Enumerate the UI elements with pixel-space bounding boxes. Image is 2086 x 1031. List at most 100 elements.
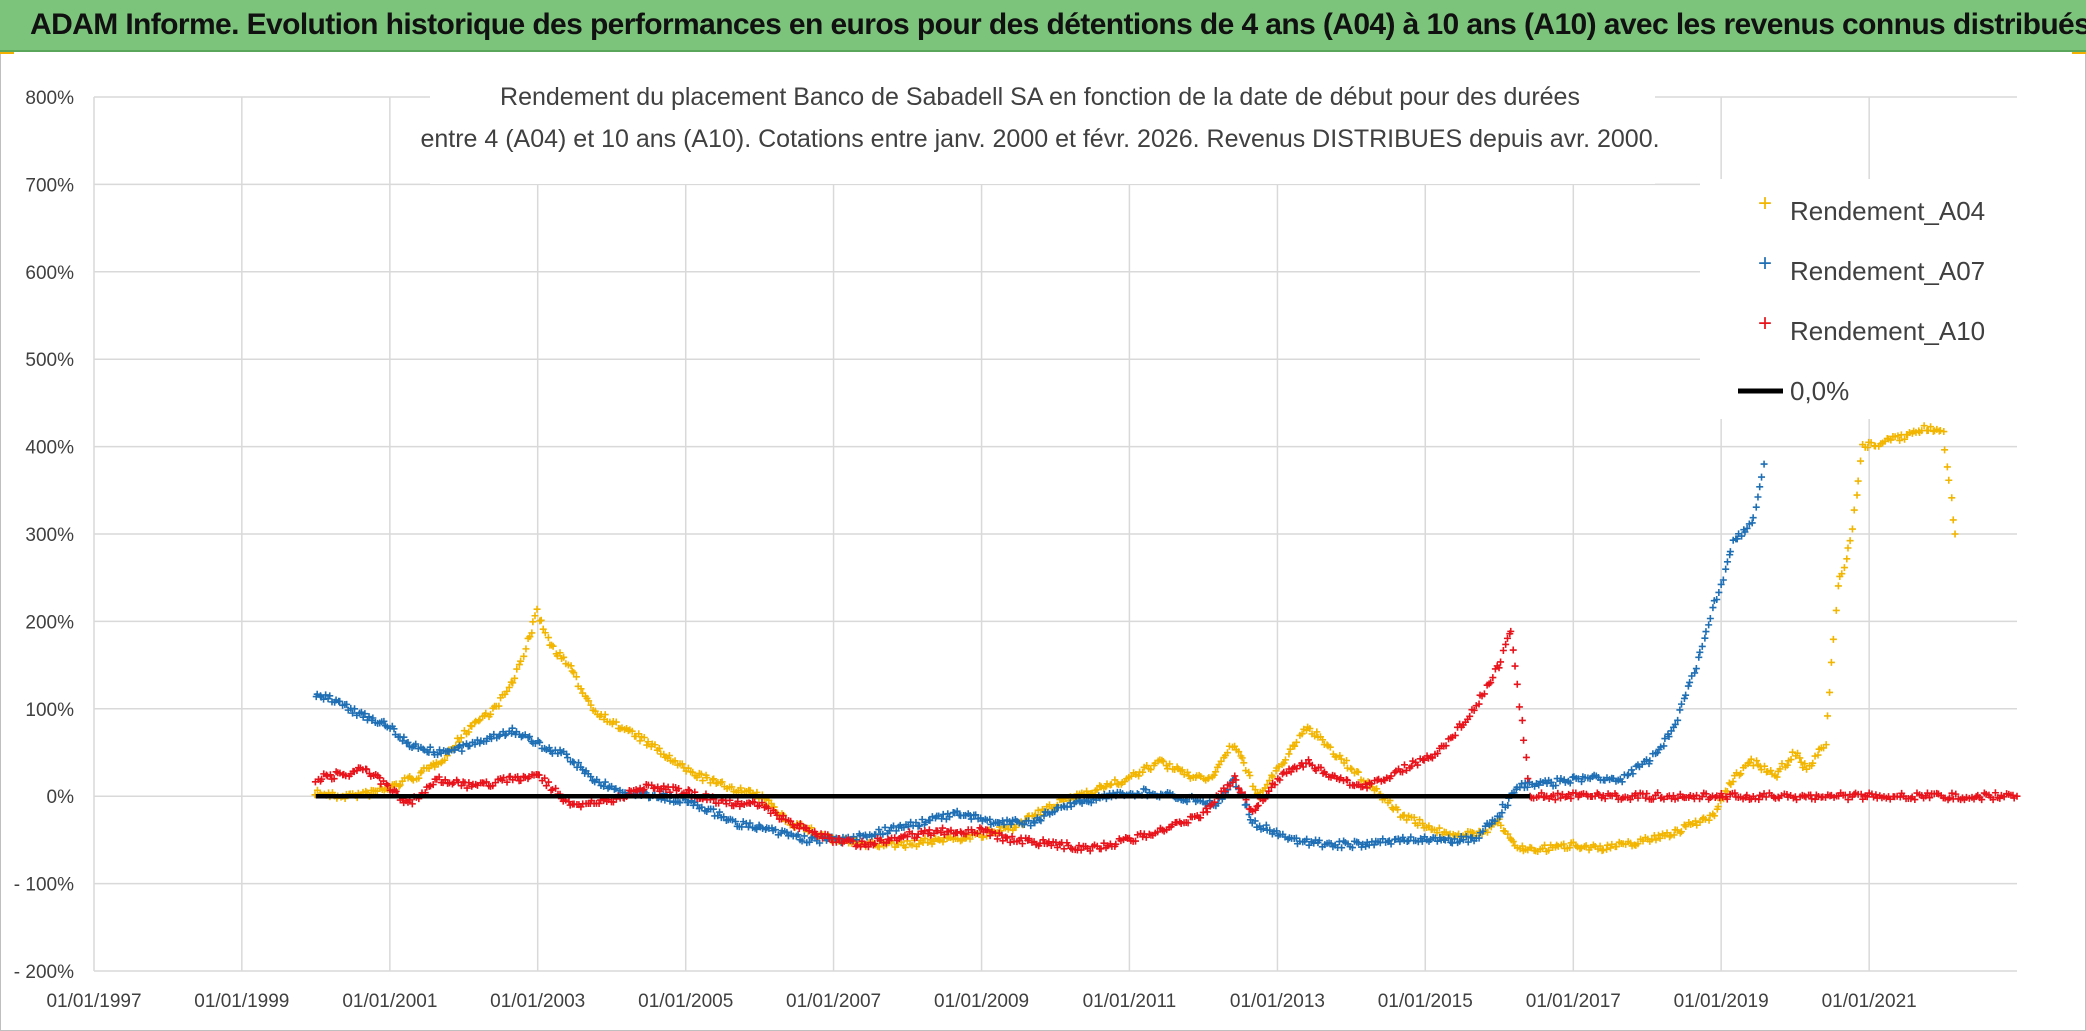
- point-rendement-a10: [983, 826, 991, 834]
- point-rendement-a04: [1332, 753, 1340, 761]
- point-rendement-a04: [1936, 427, 1944, 435]
- point-rendement-a10: [1442, 742, 1450, 750]
- point-rendement-a04: [1864, 443, 1872, 451]
- point-rendement-a10: [1774, 793, 1782, 801]
- point-rendement-a10: [1226, 782, 1234, 790]
- point-rendement-a04: [612, 718, 620, 726]
- point-rendement-a04: [1204, 775, 1212, 783]
- point-rendement-a10: [1557, 794, 1565, 802]
- point-rendement-a10: [1475, 700, 1483, 708]
- legend: + Rendement_A04 + Rendement_A07 + Rendem…: [1700, 179, 2020, 419]
- point-rendement-a10: [1642, 794, 1650, 802]
- point-rendement-a10: [1911, 796, 1919, 804]
- point-rendement-a07: [1713, 595, 1721, 603]
- point-rendement-a10: [1466, 712, 1474, 720]
- point-rendement-a07: [1035, 816, 1043, 824]
- point-rendement-a10: [463, 784, 471, 792]
- chart-title-line-1: Rendement du placement Banco de Sabadell…: [500, 83, 1580, 111]
- point-rendement-a04: [1848, 525, 1856, 533]
- point-rendement-a10: [1203, 808, 1211, 816]
- point-rendement-a04: [1663, 829, 1671, 837]
- point-rendement-a10: [1003, 834, 1011, 842]
- point-rendement-a07: [953, 807, 961, 815]
- point-rendement-a10: [1978, 796, 1986, 804]
- point-rendement-a04: [908, 841, 916, 849]
- point-rendement-a10: [1702, 790, 1710, 798]
- point-rendement-a07: [1284, 835, 1292, 843]
- x-tick-label: 01/01/1999: [194, 991, 289, 1012]
- point-rendement-a10: [1265, 787, 1273, 795]
- x-tick-label: 01/01/2011: [1083, 991, 1177, 1012]
- point-rendement-a10: [856, 843, 864, 851]
- point-rendement-a04: [1183, 768, 1191, 776]
- point-rendement-a04: [1541, 841, 1549, 849]
- point-rendement-a04: [1582, 842, 1590, 850]
- point-rendement-a07: [1451, 835, 1459, 843]
- point-rendement-a04: [1285, 750, 1293, 758]
- point-rendement-a07: [1674, 716, 1682, 724]
- point-rendement-a07: [399, 737, 407, 745]
- point-rendement-a10: [565, 798, 573, 806]
- point-rendement-a04: [533, 605, 541, 613]
- point-rendement-a04: [509, 679, 517, 687]
- point-rendement-a10: [595, 799, 603, 807]
- point-rendement-a10: [1497, 658, 1505, 666]
- point-rendement-a07: [1756, 483, 1764, 491]
- point-rendement-a04: [471, 719, 479, 727]
- point-rendement-a07: [666, 797, 674, 805]
- point-rendement-a04: [505, 683, 513, 691]
- point-rendement-a10: [1231, 772, 1239, 780]
- y-tick-label: 500%: [25, 350, 74, 371]
- point-rendement-a04: [362, 787, 370, 795]
- point-rendement-a07: [1660, 742, 1668, 750]
- point-rendement-a04: [651, 741, 659, 749]
- point-rendement-a07: [1142, 786, 1150, 794]
- point-rendement-a10: [514, 773, 522, 781]
- point-rendement-a07: [369, 714, 377, 722]
- point-rendement-a04: [1705, 816, 1713, 824]
- point-rendement-a10: [1495, 664, 1503, 672]
- point-rendement-a07: [1691, 669, 1699, 677]
- point-rendement-a10: [1946, 794, 1954, 802]
- point-rendement-a04: [503, 687, 511, 695]
- point-rendement-a10: [1251, 806, 1259, 814]
- point-rendement-a07: [1251, 817, 1259, 825]
- header-banner: ADAM Informe. Evolution historique des p…: [0, 0, 2086, 52]
- point-rendement-a10: [376, 774, 384, 782]
- point-rendement-a07: [1433, 837, 1441, 845]
- point-rendement-a10: [993, 835, 1001, 843]
- point-rendement-a04: [1940, 428, 1948, 436]
- point-rendement-a04: [1850, 506, 1858, 514]
- point-rendement-a04: [628, 727, 636, 735]
- series-area: [311, 422, 2021, 856]
- point-rendement-a07: [1738, 532, 1746, 540]
- point-rendement-a04: [567, 662, 575, 670]
- point-rendement-a04: [1606, 844, 1614, 852]
- point-rendement-a07: [1462, 832, 1470, 840]
- point-rendement-a10: [1793, 796, 1801, 804]
- point-rendement-a10: [903, 833, 911, 841]
- point-rendement-a10: [1420, 756, 1428, 764]
- point-rendement-a07: [357, 708, 365, 716]
- point-rendement-a04: [1676, 829, 1684, 837]
- point-rendement-a07: [1733, 535, 1741, 543]
- point-rendement-a07: [1661, 735, 1669, 743]
- point-rendement-a10: [1522, 753, 1530, 761]
- point-rendement-a07: [853, 836, 861, 844]
- point-rendement-a07: [434, 751, 442, 759]
- point-rendement-a10: [1489, 674, 1497, 682]
- point-rendement-a04: [1753, 757, 1761, 765]
- point-rendement-a07: [1643, 756, 1650, 764]
- point-rendement-a04: [1238, 754, 1246, 762]
- point-rendement-a07: [1678, 700, 1686, 708]
- point-rendement-a04: [1824, 712, 1832, 720]
- point-rendement-a04: [1147, 766, 1155, 774]
- point-rendement-a07: [709, 805, 717, 813]
- point-rendement-a04: [587, 701, 595, 709]
- x-tick-label: 01/01/2001: [342, 991, 437, 1012]
- point-rendement-a07: [1348, 844, 1356, 852]
- point-rendement-a10: [1524, 775, 1532, 783]
- point-rendement-a07: [879, 830, 887, 838]
- point-rendement-a10: [1511, 662, 1519, 670]
- point-rendement-a10: [1271, 781, 1279, 789]
